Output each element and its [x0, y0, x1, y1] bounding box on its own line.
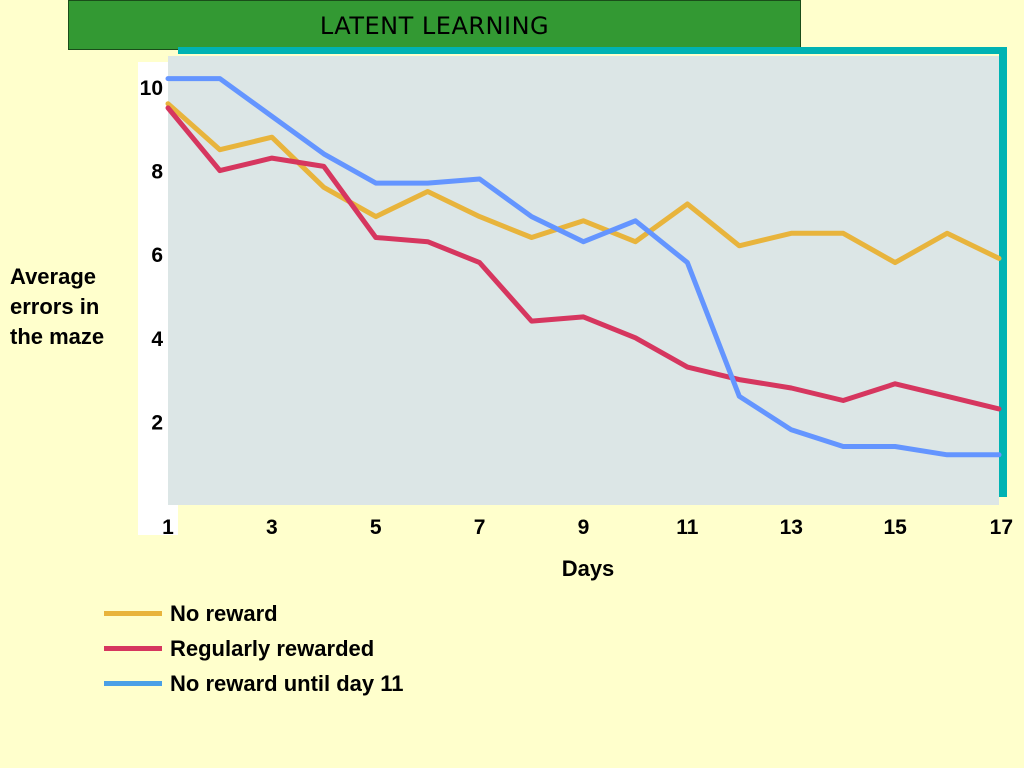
y-tick-labels: 2 4 6 8 10	[140, 77, 164, 434]
x-tick-17: 17	[990, 516, 1013, 539]
y-tick-10: 10	[140, 77, 163, 100]
legend-swatch-no-reward-until-11	[104, 681, 162, 686]
frame-accent-top	[178, 47, 1007, 54]
legend-label-no-reward: No reward	[170, 600, 278, 626]
y-tick-6: 6	[151, 244, 163, 267]
x-axis-label: Days	[561, 556, 615, 581]
x-tick-labels: 1 3 5 7 9 11 13 15 17	[162, 516, 1013, 539]
y-axis-label: Average errors in the maze	[10, 264, 105, 349]
y-tick-8: 8	[151, 161, 163, 184]
x-tick-13: 13	[780, 516, 803, 539]
frame-accent-right	[999, 47, 1007, 497]
chart-title: LATENT LEARNING	[68, 0, 801, 50]
legend-label-regularly-rewarded: Regularly rewarded	[170, 635, 375, 661]
series-line-no-reward	[165, 101, 1002, 266]
legend-swatch-no-reward	[104, 611, 162, 616]
x-tick-11: 11	[676, 516, 699, 539]
series-line-no-reward-until-day-11	[165, 76, 1002, 458]
x-tick-1: 1	[162, 516, 174, 539]
legend-item-no-reward: No reward	[104, 596, 404, 631]
y-tick-4: 4	[151, 328, 163, 351]
axis-backing-bottom	[138, 505, 168, 535]
legend: No reward Regularly rewarded No reward u…	[104, 596, 404, 701]
legend-item-regularly-rewarded: Regularly rewarded	[104, 631, 404, 666]
series-lines	[165, 76, 1002, 458]
x-tick-5: 5	[370, 516, 382, 539]
plot-area	[168, 56, 999, 505]
x-tick-3: 3	[266, 516, 278, 539]
series-line-regularly-rewarded	[165, 105, 1002, 412]
legend-label-no-reward-until-11: No reward until day 11	[170, 670, 404, 696]
legend-item-no-reward-until-11: No reward until day 11	[104, 666, 404, 701]
x-tick-15: 15	[883, 516, 907, 539]
y-tick-2: 2	[151, 411, 163, 434]
legend-swatch-regularly-rewarded	[104, 646, 162, 651]
x-tick-7: 7	[474, 516, 486, 539]
x-tick-9: 9	[578, 516, 590, 539]
